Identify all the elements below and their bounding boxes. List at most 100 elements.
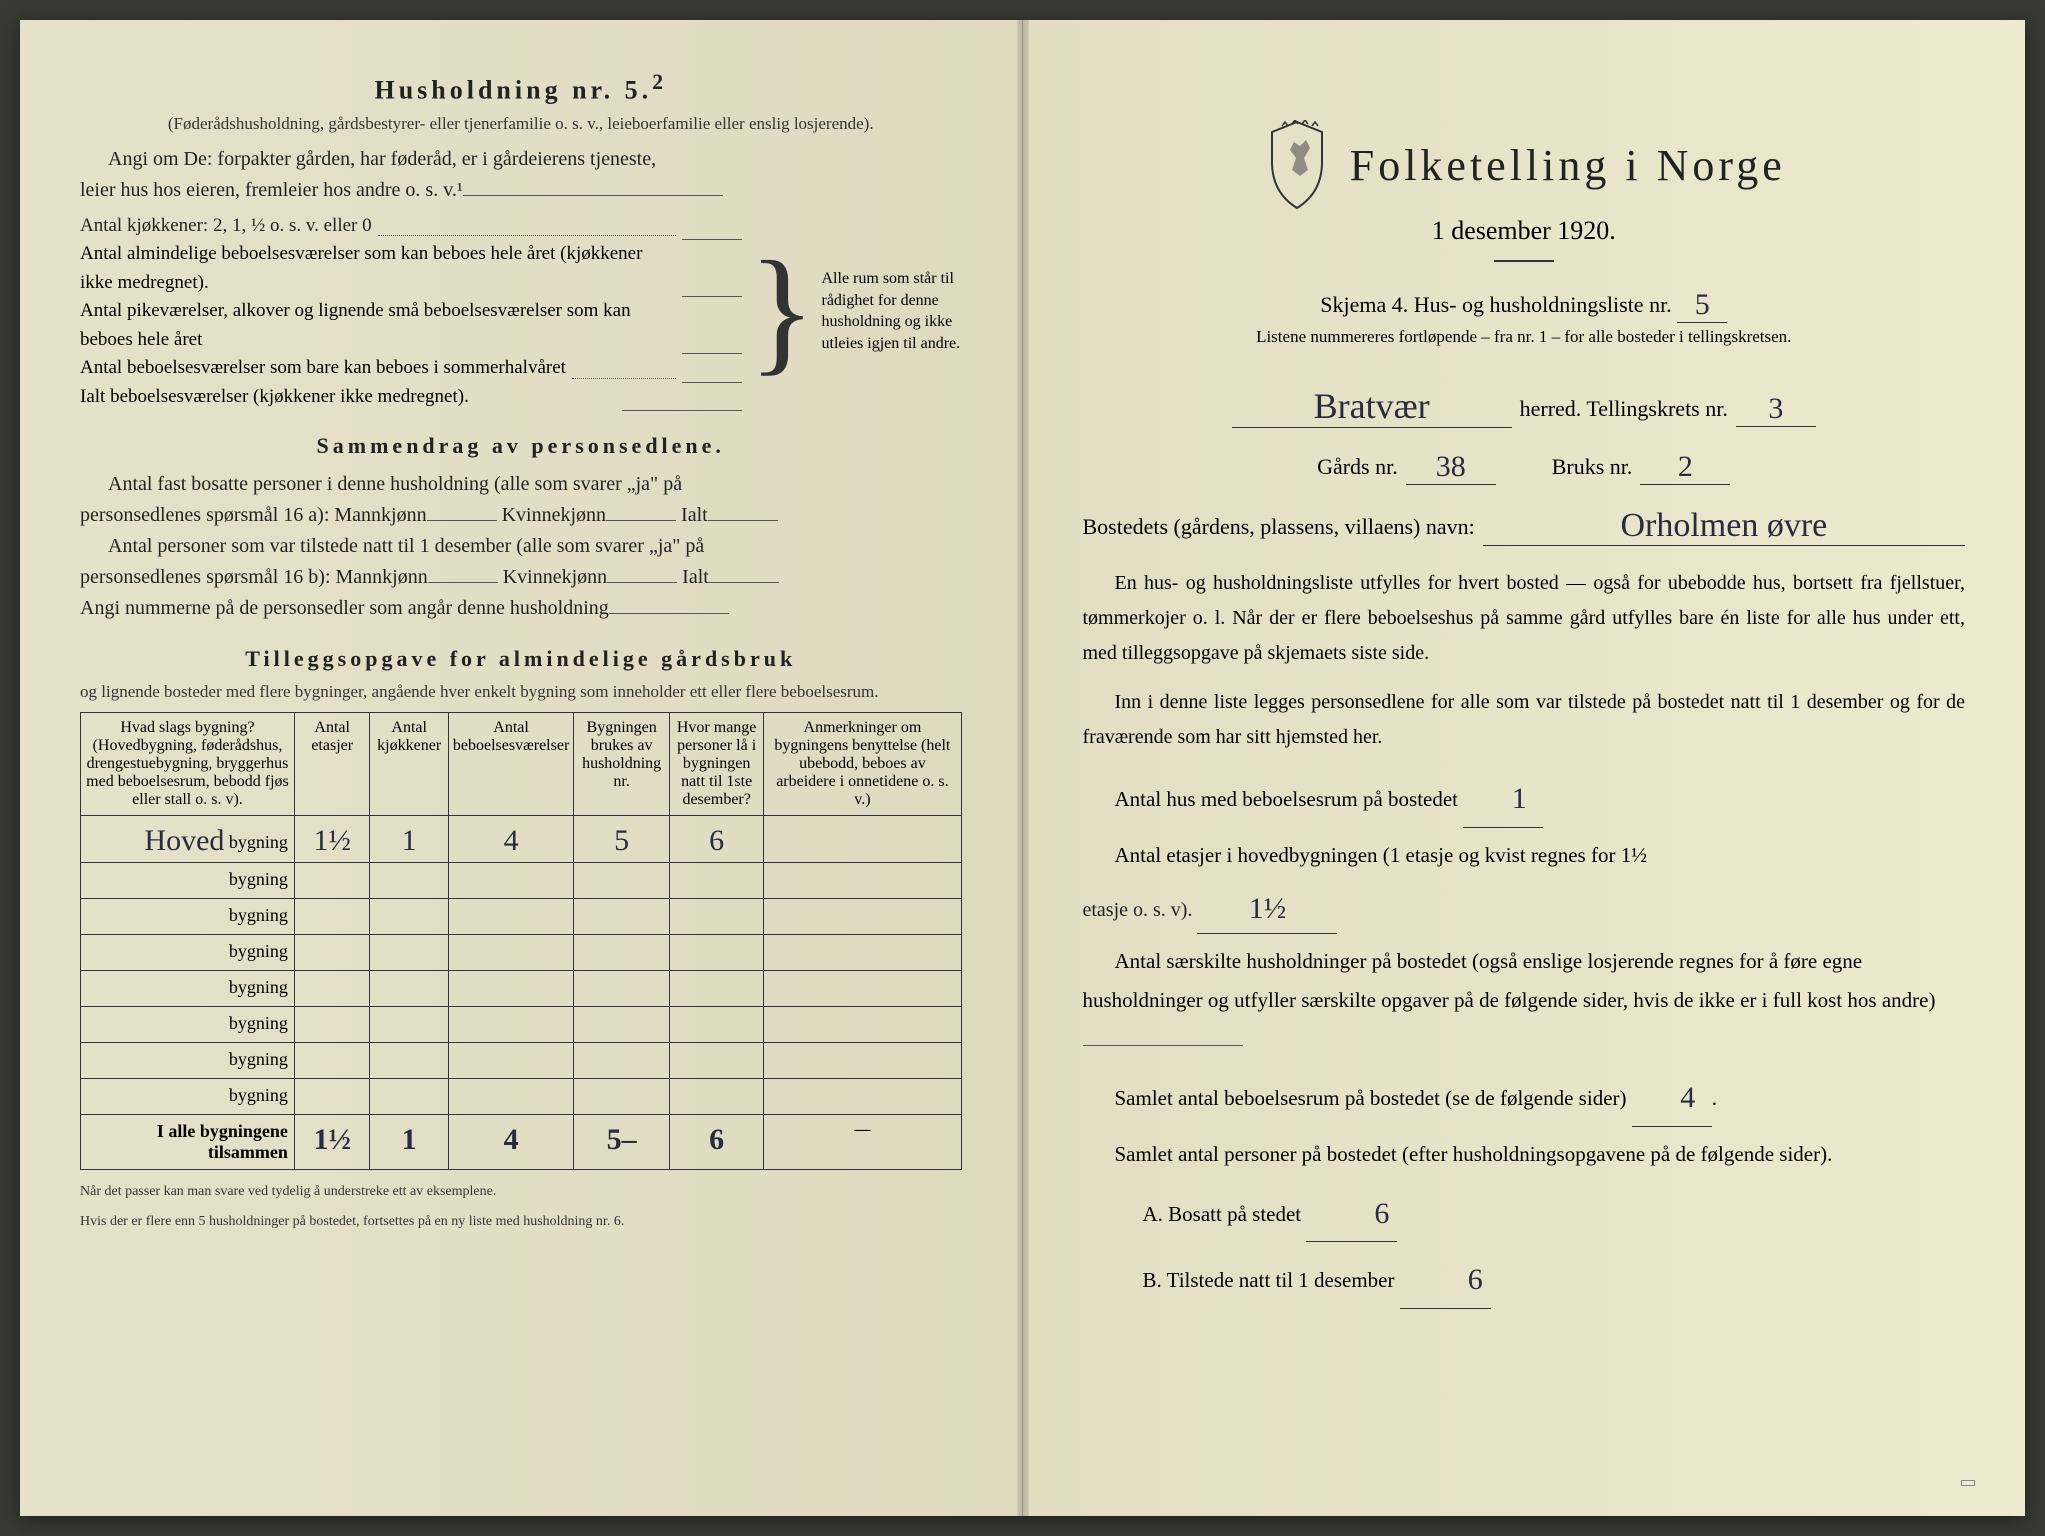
row-label: bygning xyxy=(81,1043,295,1079)
bruks-label: Bruks nr. xyxy=(1552,454,1633,480)
cell-etasjer xyxy=(294,1081,370,1117)
tillegg-sub: og lignende bosteder med flere bygninger… xyxy=(80,682,962,702)
cell-bebo xyxy=(448,1009,573,1045)
cell-kjokken xyxy=(370,1081,448,1117)
cell-pers xyxy=(669,937,763,973)
krets-nr: 3 xyxy=(1736,392,1816,427)
brace-note: Alle rum som står til rådighet for denne… xyxy=(822,268,962,354)
left-subheading: (Føderådshusholdning, gårdsbestyrer- ell… xyxy=(80,114,962,134)
gards-line: Gårds nr. 38 Bruks nr. 2 xyxy=(1083,448,1966,483)
footnote-1: Når det passer kan man svare ved tydelig… xyxy=(80,1184,962,1200)
row-label: bygning xyxy=(81,971,295,1007)
row-label: bygning xyxy=(81,863,295,899)
bosted-value: Orholmen øvre xyxy=(1483,507,1965,546)
title-rule xyxy=(1494,260,1554,262)
left-page: Husholdning nr. 5.2 (Føderådshusholdning… xyxy=(20,20,1023,1516)
cell-anm xyxy=(764,973,961,1009)
title-block: Folketelling i Norge 1 desember 1920. xyxy=(1083,120,1966,262)
cell-bebo xyxy=(448,865,573,901)
cell-bebo xyxy=(448,973,573,1009)
cell-pers xyxy=(669,973,763,1009)
cell-etasjer xyxy=(294,1045,370,1081)
table-sum-row: I alle bygningene tilsammen 1½ 1 4 5– 6 … xyxy=(81,1115,962,1170)
q2-line-b: etasje o. s. v). 1½ xyxy=(1083,884,1966,932)
rooms-item-0: Antal almindelige beboelsesværelser som … xyxy=(80,240,670,297)
sum-kjokken: 1 xyxy=(370,1117,448,1172)
cell-kjokken xyxy=(370,865,448,901)
left-para1b: leier hus hos eieren, fremleier hos andr… xyxy=(80,175,962,206)
cell-bebo xyxy=(448,1045,573,1081)
row-label: bygning xyxy=(81,935,295,971)
table-header-6: Anmerkninger om bygningens benyttelse (h… xyxy=(764,713,961,816)
cell-kjokken xyxy=(370,937,448,973)
table-row: Hoved bygning1½1456 xyxy=(81,816,962,863)
q5b-value: 6 xyxy=(1400,1252,1491,1309)
gards-nr: 38 xyxy=(1406,450,1496,485)
cell-hush xyxy=(574,1045,670,1081)
h3-tillegg: Tilleggsopgave for almindelige gårdsbruk xyxy=(80,646,962,672)
cell-hush xyxy=(574,1009,670,1045)
cell-anm xyxy=(764,1081,961,1117)
table-row: bygning xyxy=(81,1007,962,1043)
sum-hush: 5– xyxy=(574,1117,670,1172)
cell-bebo xyxy=(448,937,573,973)
q4-line: Samlet antal beboelsesrum på bostedet (s… xyxy=(1083,1068,1966,1125)
skjema-line: Skjema 4. Hus- og husholdningsliste nr. … xyxy=(1083,286,1966,321)
cell-anm xyxy=(764,937,961,973)
cell-anm xyxy=(764,1009,961,1045)
sum-etasjer: 1½ xyxy=(294,1117,370,1172)
cell-kjokken: 1 xyxy=(370,818,448,865)
cell-hush xyxy=(574,901,670,937)
cell-hush xyxy=(574,1081,670,1117)
cell-pers: 6 xyxy=(669,818,763,865)
h3-sammendrag: Sammendrag av personsedlene. xyxy=(80,433,962,459)
q3-line: Antal særskilte husholdninger på bostede… xyxy=(1083,942,1966,1059)
cell-kjokken xyxy=(370,901,448,937)
bosted-line: Bostedets (gårdens, plassens, villaens) … xyxy=(1083,505,1966,544)
list-note: Listene nummereres fortløpende – fra nr.… xyxy=(1083,327,1966,347)
bruks-nr: 2 xyxy=(1640,450,1730,485)
table-row: bygning xyxy=(81,899,962,935)
table-row: bygning xyxy=(81,935,962,971)
sum-line-4: Antal personer som var tilstede natt til… xyxy=(80,531,962,562)
table-header-row: Hvad slags bygning? (Hovedbygning, føder… xyxy=(81,713,962,816)
rooms-block: Antal kjøkkener: 2, 1, ½ o. s. v. eller … xyxy=(80,212,962,412)
q5a-value: 6 xyxy=(1306,1186,1397,1243)
bygning-table: Hvad slags bygning? (Hovedbygning, føder… xyxy=(80,712,962,1170)
table-header-5: Hvor mange personer lå i bygningen natt … xyxy=(669,713,763,816)
cell-anm xyxy=(764,1045,961,1081)
cell-etasjer xyxy=(294,937,370,973)
bosted-label: Bostedets (gårdens, plassens, villaens) … xyxy=(1083,514,1475,540)
right-page: Folketelling i Norge 1 desember 1920. Sk… xyxy=(1023,20,2026,1516)
cell-kjokken xyxy=(370,1045,448,1081)
q4-value: 4 xyxy=(1632,1070,1712,1127)
table-header-3: Antal beboelsesværelser xyxy=(448,713,573,816)
row-label: bygning xyxy=(81,1007,295,1043)
brace-glyph: } xyxy=(748,248,815,374)
table-header-2: Antal kjøkkener xyxy=(370,713,448,816)
cell-kjokken xyxy=(370,973,448,1009)
q5b-line: B. Tilstede natt til 1 desember 6 xyxy=(1083,1250,1966,1307)
sum-line-5: personsedlenes spørsmål 16 b): Mannkjønn… xyxy=(80,562,962,593)
q1-line: Antal hus med beboelsesrum på bostedet 1 xyxy=(1083,769,1966,826)
row-label: bygning xyxy=(81,1079,295,1115)
herred-label: herred. Tellingskrets nr. xyxy=(1520,396,1728,422)
q2-value: 1½ xyxy=(1197,886,1337,934)
cell-etasjer xyxy=(294,973,370,1009)
skjema-nr: 5 xyxy=(1677,288,1727,323)
cell-pers xyxy=(669,1081,763,1117)
sum-pers: 6 xyxy=(669,1117,763,1172)
kitchens-label: Antal kjøkkener: 2, 1, ½ o. s. v. eller … xyxy=(80,212,372,241)
table-header-1: Antal etasjer xyxy=(294,713,370,816)
cell-pers xyxy=(669,1009,763,1045)
herred-line: Bratvær herred. Tellingskrets nr. 3 xyxy=(1083,383,1966,426)
table-header-4: Bygningen brukes av husholdning nr. xyxy=(574,713,670,816)
table-row: bygning xyxy=(81,863,962,899)
sum-bebo: 4 xyxy=(448,1117,573,1172)
cell-pers xyxy=(669,901,763,937)
rooms-item-1: Antal pikeværelser, alkover og lignende … xyxy=(80,297,670,354)
sum-line-0: Antal fast bosatte personer i denne hush… xyxy=(80,469,962,500)
rooms-item-3: Ialt beboelsesværelser (kjøkkener ikke m… xyxy=(80,383,469,412)
rooms-item-2: Antal beboelsesværelser som bare kan beb… xyxy=(80,354,566,383)
cell-pers xyxy=(669,1045,763,1081)
